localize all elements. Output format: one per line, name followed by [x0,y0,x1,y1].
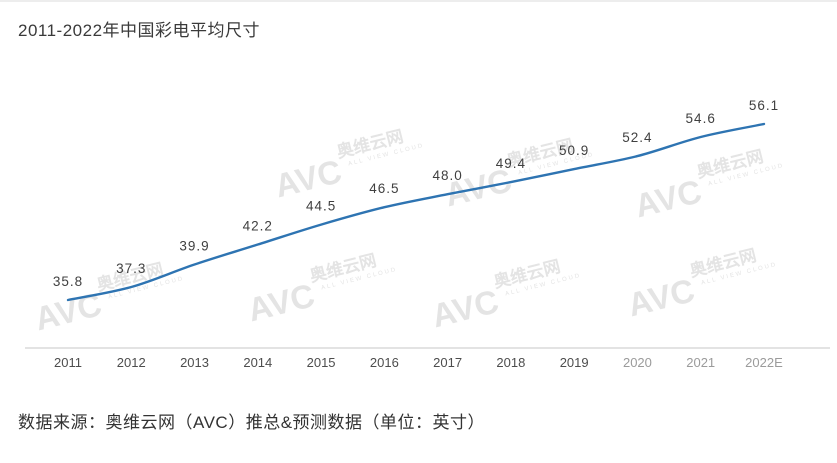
x-tick-label: 2020 [623,355,652,370]
watermark-brand: AVC [271,152,345,204]
x-tick-label: 2016 [370,355,399,370]
watermark-brand: AVC [31,285,105,337]
source-note: 数据来源：奥维云网（AVC）推总&预测数据（单位：英寸） [18,413,486,432]
value-label: 37.3 [116,261,146,276]
value-label: 48.0 [432,168,462,183]
value-label: 44.5 [306,199,336,214]
value-label: 35.8 [53,274,83,289]
x-tick-label: 2015 [307,355,336,370]
value-label: 39.9 [179,238,209,253]
x-tick-label: 2022E [745,355,783,370]
x-tick-label: 2014 [243,355,272,370]
x-tick-label: 2017 [433,355,462,370]
value-label: 49.4 [496,156,526,171]
x-tick-label: 2019 [560,355,589,370]
value-label: 52.4 [622,130,652,145]
value-label: 50.9 [559,143,589,158]
watermark-brand: AVC [624,271,698,323]
x-tick-label: 2021 [686,355,715,370]
value-label: 42.2 [243,219,273,234]
page-title: 2011-2022年中国彩电平均尺寸 [18,21,261,40]
watermark-brand: AVC [631,172,705,224]
value-label: 46.5 [369,181,399,196]
x-tick-label: 2012 [117,355,146,370]
watermark-brand: AVC [428,282,502,334]
x-tick-label: 2011 [54,355,82,370]
value-label: 56.1 [749,98,779,113]
watermark-brand: AVC [244,276,318,328]
value-label: 54.6 [686,111,716,126]
x-tick-label: 2013 [180,355,209,370]
series-line [66,122,766,302]
x-tick-label: 2018 [496,355,525,370]
